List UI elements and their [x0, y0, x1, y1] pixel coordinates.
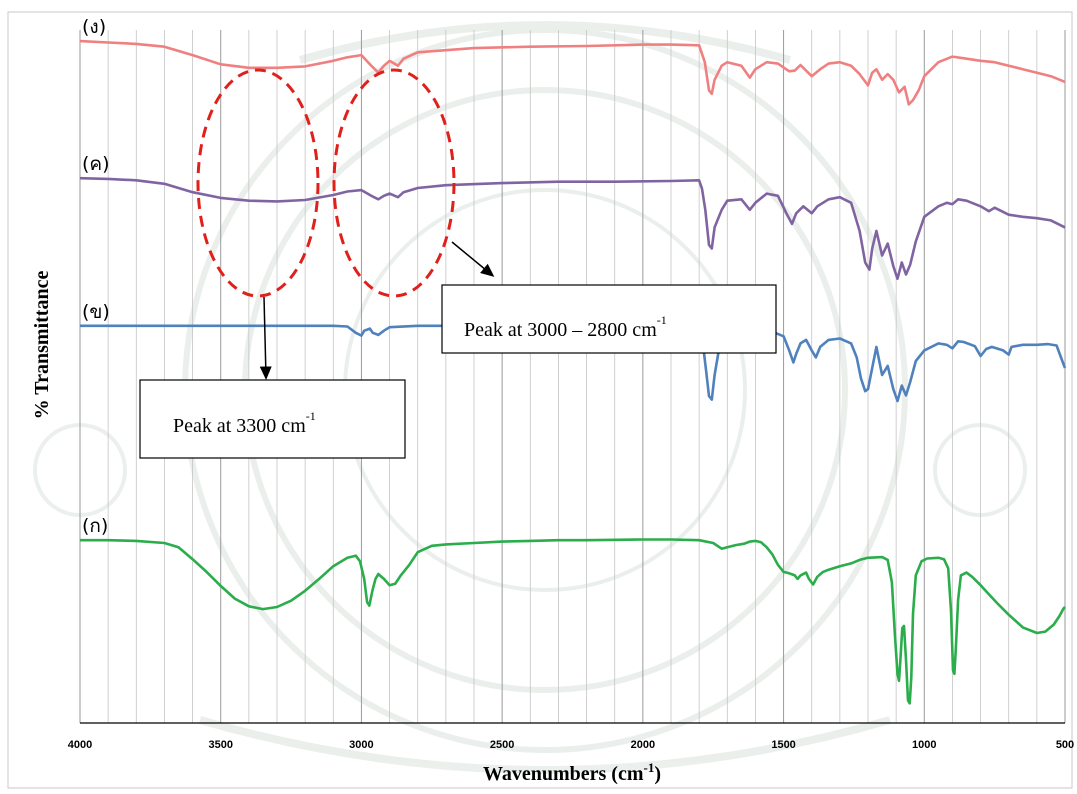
x-tick-label: 1000 — [912, 739, 936, 751]
series-line-3 — [80, 324, 1067, 403]
x-tick-label: 500 — [1056, 739, 1074, 751]
x-tick-label: 3000 — [349, 739, 373, 751]
svg-text:Peak at 3000 – 2800 cm-1: Peak at 3000 – 2800 cm-1 — [464, 313, 667, 341]
plot-area: (ง) (ค) (ข) (ก) 4000 3500 3000 2500 2000 1500 100… — [68, 16, 1074, 751]
x-tick-label: 2500 — [490, 739, 514, 751]
series-label-1: (ง) — [82, 16, 106, 38]
svg-text:Peak at 3300 cm-1: Peak at 3300 cm-1 — [173, 409, 316, 437]
x-tick-labels: 4000 3500 3000 2500 2000 1500 1000 500 — [68, 739, 1074, 751]
series-label-4: (ก) — [82, 515, 108, 537]
arrow-3300 — [259, 296, 272, 380]
annotation-box-3300: Peak at 3300 cm-1 — [139, 379, 406, 459]
annotation-box-2800: Peak at 3000 – 2800 cm-1 — [441, 284, 777, 354]
series-line-4 — [80, 538, 1066, 705]
highlight-ellipse-3300 — [196, 68, 320, 298]
vertical-gridlines — [79, 30, 1066, 723]
x-tick-label: 2000 — [631, 739, 655, 751]
arrow-2900 — [451, 241, 495, 277]
series-labels: (ง) (ค) (ข) (ก) — [82, 16, 110, 537]
x-tick-label: 3500 — [208, 739, 232, 751]
x-tick-label: 4000 — [68, 739, 92, 751]
y-axis-title: % Transmittance — [31, 271, 53, 420]
x-axis-title: Wavenumbers (cm-1) — [483, 760, 661, 785]
highlight-ellipse-2900 — [332, 68, 456, 298]
x-tick-label: 1500 — [771, 739, 795, 751]
outer-border — [7, 11, 1073, 789]
series-label-2: (ค) — [82, 153, 110, 175]
series-line-2 — [79, 176, 1066, 280]
series-line-1 — [79, 39, 1066, 106]
series-label-3: (ข) — [82, 301, 110, 323]
series-group — [79, 39, 1067, 705]
